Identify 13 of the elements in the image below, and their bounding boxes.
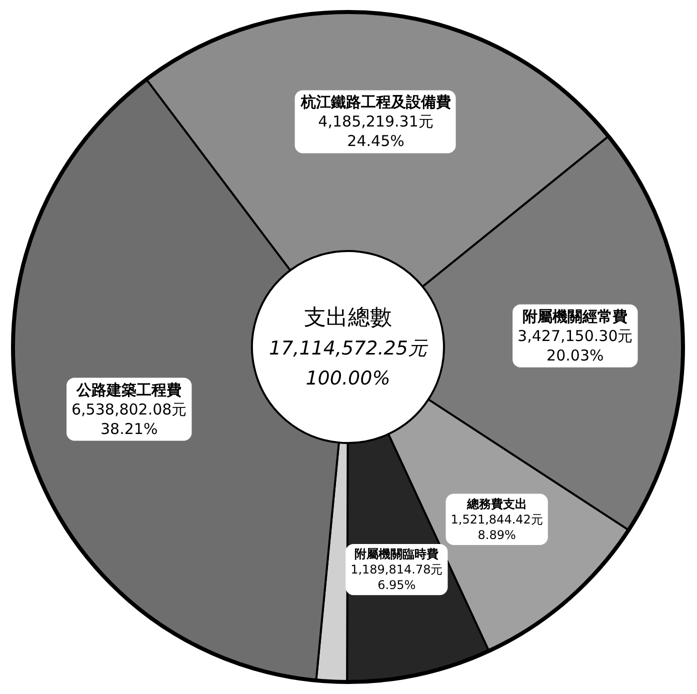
slice-label: 公路建築工程費 xyxy=(76,380,182,399)
data-label: 3,427,150.30元 20.03% xyxy=(518,326,633,364)
slice-label: 附屬機關臨時費 xyxy=(354,546,439,561)
data-label: 1,521,844.42元 8.89% xyxy=(450,512,543,542)
text: 100.00% xyxy=(306,368,390,390)
data-label: 1,189,814.78元 6.95% xyxy=(350,562,443,592)
text: 17,114,572.25元 xyxy=(268,338,429,360)
text: 支出總數 xyxy=(304,306,392,330)
data-label: 6,538,802.08元 38.21% xyxy=(72,400,187,438)
data-label: 4,185,219.31元 24.45% xyxy=(318,112,434,150)
slice-label: 杭江鐵路工程及設備費 xyxy=(300,93,451,112)
slice-label: 附屬機關經常費 xyxy=(522,307,628,326)
slice-label: 總務費支出 xyxy=(466,496,527,511)
